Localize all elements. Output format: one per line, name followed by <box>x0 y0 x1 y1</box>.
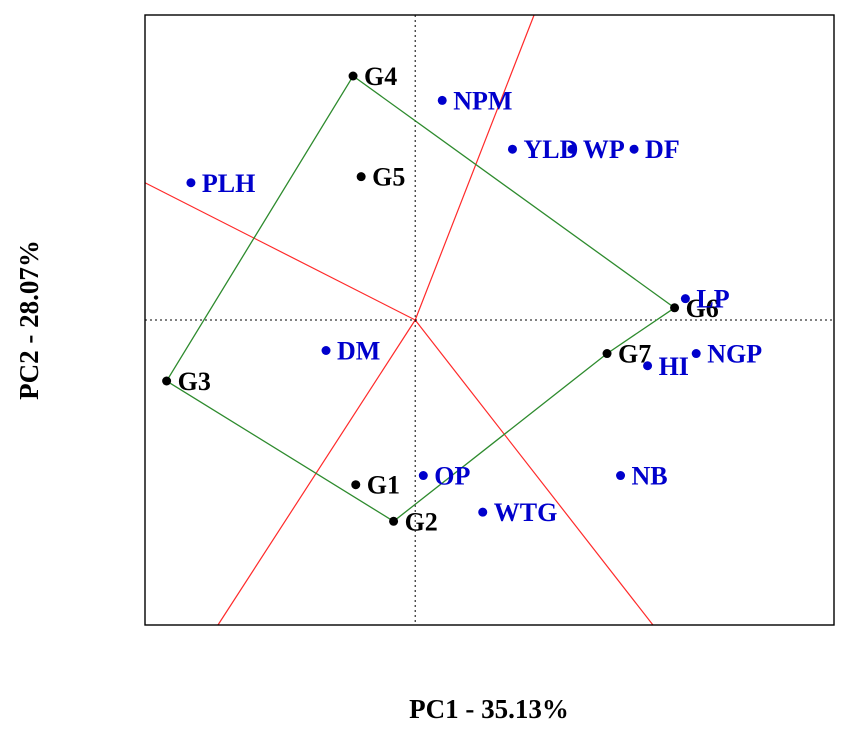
trait-point-plh <box>186 178 196 188</box>
trait-label-op: OP <box>434 462 470 491</box>
sector-line-2 <box>414 14 535 321</box>
genotype-label-g1: G1 <box>367 471 400 500</box>
sector-line-4 <box>414 319 654 626</box>
trait-point-nb <box>616 471 626 481</box>
trait-label-nb: NB <box>632 462 668 491</box>
genotype-label-g2: G2 <box>405 507 438 536</box>
trait-point-ngp <box>691 349 701 359</box>
genotype-point-g2 <box>389 516 399 526</box>
trait-point-wtg <box>478 507 488 517</box>
trait-point-lp <box>680 294 690 304</box>
sector-line-1 <box>144 182 416 321</box>
trait-point-npm <box>437 95 447 105</box>
polygon-outline <box>165 75 676 523</box>
sector-lines <box>144 14 654 626</box>
y-axis-title: PC2 - 28.07% <box>14 240 44 400</box>
trait-label-npm: NPM <box>453 86 512 115</box>
reference-lines <box>145 15 834 625</box>
genotype-point-g5 <box>356 172 366 182</box>
trait-label-wtg: WTG <box>494 498 558 527</box>
trait-point-dm <box>321 346 331 355</box>
plot-frame <box>144 14 835 626</box>
trait-label-yld: YLD <box>523 135 578 164</box>
sector-line-3 <box>217 319 416 626</box>
genotype-point-g1 <box>351 480 361 490</box>
trait-point-df <box>629 144 639 154</box>
genotype-label-g5: G5 <box>372 163 405 192</box>
genotype-label-g3: G3 <box>178 367 211 396</box>
genotype-point-g6 <box>670 303 680 313</box>
trait-label-dm: DM <box>337 337 380 366</box>
trait-label-lp: LP <box>696 285 729 314</box>
trait-label-wp: WP <box>583 135 625 164</box>
trait-point-wp <box>567 144 577 154</box>
trait-point-op <box>418 471 428 481</box>
genotype-label-g6: G6 <box>686 294 719 323</box>
trait-label-plh: PLH <box>202 169 255 198</box>
trait-point-hi <box>643 361 653 371</box>
trait-point-yld <box>507 144 517 154</box>
genotype-label-g4: G4 <box>364 62 397 91</box>
trait-label-ngp: NGP <box>707 340 762 369</box>
x-axis-title: PC1 - 35.13% <box>409 694 569 724</box>
genotype-point-g7 <box>602 349 612 359</box>
genotype-point-g4 <box>348 71 358 81</box>
convex-hull <box>165 75 676 523</box>
genotype-point-g3 <box>162 376 172 386</box>
trait-label-hi: HI <box>659 352 689 381</box>
trait-label-df: DF <box>645 135 680 164</box>
